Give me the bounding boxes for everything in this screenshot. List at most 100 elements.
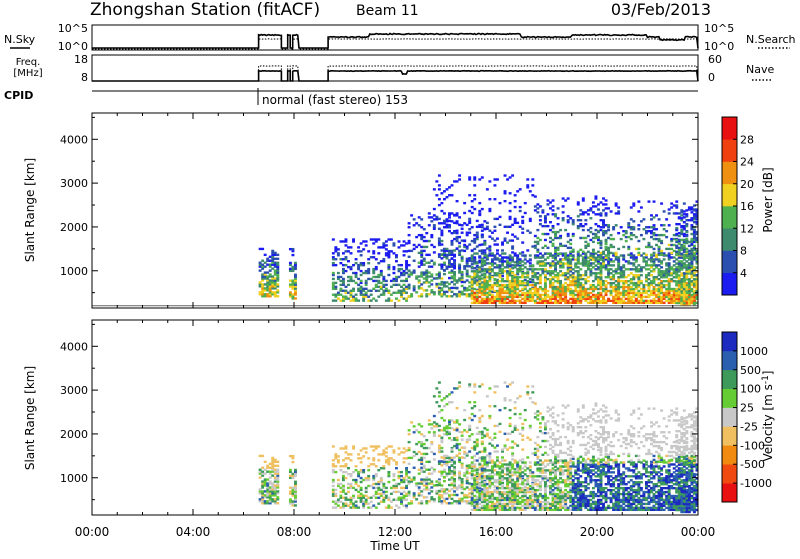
- velocity-cell: [342, 459, 345, 461]
- power-cell: [481, 298, 484, 300]
- power-cell: [514, 261, 517, 263]
- power-cell: [592, 280, 595, 282]
- power-cell: [562, 197, 565, 199]
- velocity-cell: [408, 491, 411, 493]
- power-cell: [347, 266, 350, 268]
- power-cell: [670, 278, 673, 280]
- power-cell: [592, 205, 595, 207]
- power-cell: [425, 269, 428, 271]
- power-cell: [521, 298, 524, 300]
- power-cell: [483, 249, 486, 251]
- power-cell: [562, 211, 565, 213]
- velocity-cell: [274, 498, 277, 500]
- power-cell: [594, 229, 597, 231]
- velocity-cell: [345, 503, 348, 505]
- velocity-cell: [420, 490, 423, 492]
- power-cell: [645, 284, 648, 286]
- velocity-cell: [481, 433, 484, 435]
- power-cell: [602, 288, 605, 290]
- velocity-cell: [261, 455, 264, 457]
- velocity-cell: [377, 497, 380, 499]
- power-cell: [509, 239, 512, 241]
- power-cell: [451, 295, 454, 297]
- power-cell: [375, 276, 378, 278]
- power-cell: [506, 256, 509, 258]
- velocity-cell: [334, 465, 337, 467]
- power-cell: [685, 266, 688, 268]
- velocity-cell: [456, 407, 459, 409]
- velocity-cell: [400, 493, 403, 495]
- power-cell: [650, 226, 653, 228]
- velocity-cell: [347, 487, 350, 489]
- power-cell: [367, 296, 370, 298]
- power-cell: [362, 240, 365, 242]
- power-cell: [430, 273, 433, 275]
- power-cell: [380, 294, 383, 296]
- velocity-cell: [446, 472, 449, 474]
- velocity-cell: [357, 485, 360, 487]
- power-cell: [266, 271, 269, 273]
- power-cell: [420, 260, 423, 262]
- power-cell: [499, 264, 502, 266]
- power-cell: [481, 224, 484, 226]
- power-cell: [481, 208, 484, 210]
- power-cell: [405, 242, 408, 244]
- power-cell: [433, 224, 436, 226]
- power-cell: [668, 278, 671, 280]
- power-cell: [569, 251, 572, 253]
- power-cell: [584, 219, 587, 221]
- power-cell: [511, 276, 514, 278]
- velocity-cell: [516, 397, 519, 399]
- power-cell: [607, 268, 610, 270]
- power-cell: [438, 228, 441, 230]
- power-cell: [478, 210, 481, 212]
- power-cell: [559, 253, 562, 255]
- power-cell: [438, 253, 441, 255]
- velocity-cell: [453, 484, 456, 486]
- velocity-cell: [486, 469, 489, 471]
- power-cell: [261, 283, 264, 285]
- power-cell: [438, 283, 441, 285]
- velocity-cell: [377, 469, 380, 471]
- power-cell: [645, 230, 648, 232]
- power-cell: [630, 262, 633, 264]
- power-cell: [486, 222, 489, 224]
- power-cell: [552, 282, 555, 284]
- power-cell: [594, 286, 597, 288]
- power-cell: [592, 241, 595, 243]
- power-cell: [607, 247, 610, 249]
- velocity-cell: [347, 453, 350, 455]
- power-cell: [562, 253, 565, 255]
- power-cell: [645, 296, 648, 298]
- power-cell: [506, 302, 509, 304]
- power-cell: [392, 242, 395, 244]
- power-cell: [680, 298, 683, 300]
- power-cell: [637, 224, 640, 226]
- power-cell: [473, 280, 476, 282]
- velocity-cell: [461, 456, 464, 458]
- power-cell: [579, 223, 582, 225]
- velocity-cell: [387, 481, 390, 483]
- power-cell: [529, 278, 532, 280]
- velocity-cell: [433, 453, 436, 455]
- power-cell: [635, 298, 638, 300]
- power-cell: [499, 202, 502, 204]
- velocity-cell: [428, 461, 431, 463]
- power-cell: [589, 284, 592, 286]
- velocity-cell: [491, 475, 494, 477]
- velocity-cell: [506, 477, 509, 479]
- power-cell: [387, 274, 390, 276]
- power-cell: [345, 264, 348, 266]
- power-cell: [352, 272, 355, 274]
- power-cell: [653, 286, 656, 288]
- power-cell: [478, 276, 481, 278]
- power-cell: [645, 290, 648, 292]
- power-cell: [665, 268, 668, 270]
- power-cell: [443, 190, 446, 192]
- power-cell: [524, 202, 527, 204]
- power-cell: [360, 242, 363, 244]
- power-cell: [415, 246, 418, 248]
- velocity-cell: [443, 480, 446, 482]
- power-cell: [451, 212, 454, 214]
- power-cell: [683, 210, 686, 212]
